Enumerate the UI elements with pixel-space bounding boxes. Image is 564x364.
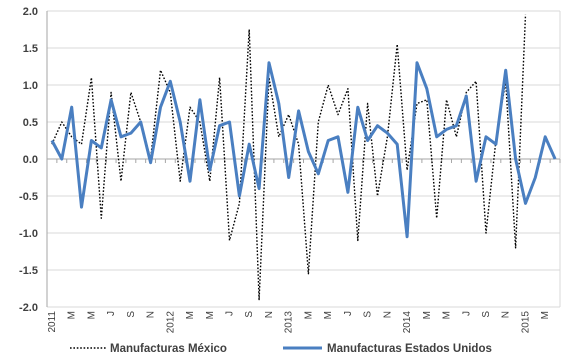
y-tick-label: -1.0 [19,228,38,240]
y-tick-label: -1.5 [19,265,38,277]
y-tick-label: 0.0 [23,154,38,166]
x-tick-label: S [363,311,374,318]
y-tick-label: 1.5 [23,43,38,55]
y-tick-label: 0.5 [23,117,38,129]
x-tick-label: M [303,311,314,319]
x-tick-label: J [225,311,236,316]
x-tick-label: S [126,311,137,318]
x-tick-label: M [442,311,453,319]
series-line-mexico [51,14,527,301]
x-tick-label: N [264,311,275,318]
x-tick-label: N [382,311,393,318]
x-tick-label: 2015 [520,311,531,334]
x-tick-label: N [501,311,512,318]
x-tick-label: M [205,311,216,319]
x-tick-label: J [106,311,117,316]
x-tick-label: M [323,311,334,319]
x-tick-label: M [86,311,97,319]
x-tick-label: M [185,311,196,319]
x-tick-label: S [244,311,255,318]
x-tick-label: 2011 [47,311,58,333]
legend-label: Manufacturas Estados Unidos [327,343,492,355]
x-tick-label: J [343,311,354,316]
x-tick-label: N [146,311,157,318]
y-tick-label: 1.0 [23,80,38,92]
series-line-usa [50,61,557,239]
x-tick-label: 2013 [284,311,295,334]
y-tick-label: -2.0 [19,302,38,314]
legend-label: Manufacturas México [110,343,227,355]
y-tick-label: -0.5 [19,191,38,203]
x-tick-label: M [67,311,78,319]
x-tick-label: M [540,311,551,319]
x-tick-label: 2012 [165,311,176,334]
legend: Manufacturas México Manufacturas Estados … [70,343,492,355]
x-tick-label: 2014 [402,311,413,334]
x-tick-label: M [422,311,433,319]
series-layer [50,14,557,301]
x-tick-label: S [481,311,492,318]
y-tick-label: 2.0 [23,6,38,18]
x-tick-label: J [461,311,472,316]
